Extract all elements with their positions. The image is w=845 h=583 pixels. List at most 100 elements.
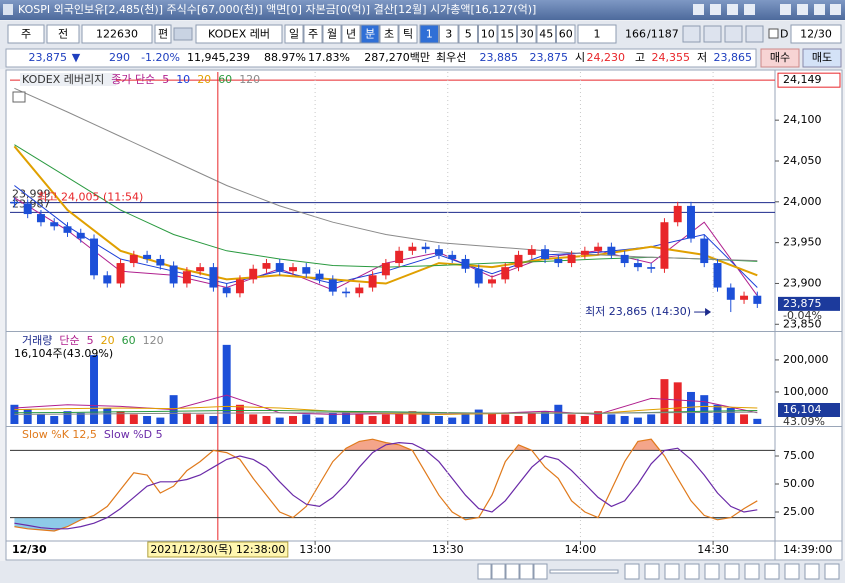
quote-box bbox=[5, 48, 757, 68]
tool-button[interactable] bbox=[624, 563, 640, 580]
candle-body bbox=[368, 275, 377, 288]
x-tick-label: 13:30 bbox=[432, 543, 464, 556]
period-button-box[interactable] bbox=[398, 24, 418, 44]
icon[interactable] bbox=[710, 4, 721, 15]
candle-body bbox=[567, 254, 576, 264]
slider[interactable] bbox=[549, 569, 619, 574]
tool-button[interactable] bbox=[644, 563, 660, 580]
candle-body bbox=[50, 222, 59, 227]
buy-label[interactable]: 매수 bbox=[770, 51, 790, 64]
interval-button-box[interactable] bbox=[439, 24, 459, 44]
interval-button-box[interactable] bbox=[458, 24, 478, 44]
market-select-box[interactable] bbox=[7, 24, 45, 44]
candle-body bbox=[129, 254, 138, 264]
volume-bar bbox=[527, 412, 536, 424]
period-button[interactable]: 월 bbox=[327, 28, 337, 41]
checkbox[interactable] bbox=[768, 28, 779, 39]
interval-button[interactable]: 5 bbox=[465, 28, 472, 41]
tool-icon[interactable] bbox=[703, 25, 722, 43]
mode-select[interactable]: 전 bbox=[58, 28, 68, 41]
candle-body bbox=[753, 295, 762, 304]
tool-button[interactable] bbox=[724, 563, 740, 580]
scroll-button[interactable] bbox=[477, 563, 492, 580]
candle-body bbox=[169, 265, 178, 284]
buy-button[interactable] bbox=[760, 48, 800, 68]
period-button[interactable]: 년 bbox=[346, 28, 356, 41]
edit-button-box[interactable] bbox=[154, 24, 172, 44]
interval-button-box[interactable] bbox=[536, 24, 556, 44]
unit-select[interactable]: 1 bbox=[594, 28, 601, 41]
tool-icon[interactable] bbox=[682, 25, 701, 43]
scroll-button[interactable] bbox=[505, 563, 520, 580]
settings-icon[interactable] bbox=[12, 91, 26, 103]
tool-icon[interactable] bbox=[745, 25, 764, 43]
volume-bar bbox=[315, 417, 324, 424]
period-button-box[interactable] bbox=[341, 24, 361, 44]
icon[interactable] bbox=[797, 4, 808, 15]
tool-button[interactable] bbox=[824, 563, 840, 580]
tool-button[interactable] bbox=[704, 563, 720, 580]
period-button[interactable]: 틱 bbox=[403, 28, 413, 41]
scroll-button[interactable] bbox=[519, 563, 534, 580]
volume-bar bbox=[501, 414, 510, 424]
legend-title: KODEX 레버리지 bbox=[22, 73, 104, 86]
scroll-button[interactable] bbox=[533, 563, 548, 580]
volume-bar bbox=[448, 417, 457, 424]
volume-bar bbox=[129, 414, 138, 424]
tool-button[interactable] bbox=[784, 563, 800, 580]
sell-label[interactable]: 매도 bbox=[812, 51, 832, 64]
icon[interactable] bbox=[744, 4, 755, 15]
tool-button[interactable] bbox=[744, 563, 760, 580]
market-select[interactable]: 주 bbox=[21, 28, 31, 41]
name-field[interactable]: KODEX 레버 bbox=[208, 28, 270, 41]
period-button-box[interactable] bbox=[322, 24, 342, 44]
interval-button[interactable]: 45 bbox=[539, 28, 553, 41]
date-input-box[interactable] bbox=[790, 24, 842, 44]
interval-button[interactable]: 60 bbox=[559, 28, 573, 41]
period-button[interactable]: 분 bbox=[365, 28, 375, 41]
candle-body bbox=[488, 279, 496, 284]
mode-select-box[interactable] bbox=[46, 24, 80, 44]
name-field-box[interactable] bbox=[195, 24, 283, 44]
y-tick-label: 24,050 bbox=[783, 154, 822, 167]
candle-body bbox=[647, 267, 656, 269]
period-button[interactable]: 주 bbox=[308, 28, 318, 41]
tool-button[interactable] bbox=[804, 563, 820, 580]
code-input-box[interactable] bbox=[81, 24, 153, 44]
icon[interactable] bbox=[727, 4, 738, 15]
period-button-box[interactable] bbox=[360, 24, 380, 44]
interval-button-box[interactable] bbox=[517, 24, 537, 44]
y-tick-label: 50.00 bbox=[783, 477, 815, 490]
icon[interactable] bbox=[830, 4, 841, 15]
interval-button[interactable]: 15 bbox=[500, 28, 514, 41]
volume-bar bbox=[700, 395, 709, 424]
interval-button-box[interactable] bbox=[497, 24, 517, 44]
date-input[interactable]: 12/30 bbox=[800, 28, 832, 41]
interval-button-box[interactable] bbox=[478, 24, 498, 44]
period-button[interactable]: 일 bbox=[289, 27, 299, 41]
interval-button[interactable]: 1 bbox=[426, 28, 433, 41]
unit-select-box[interactable] bbox=[577, 24, 617, 44]
interval-button-box[interactable] bbox=[419, 24, 439, 44]
stoch-line bbox=[14, 441, 758, 530]
period-button-box[interactable] bbox=[303, 24, 323, 44]
last-volume: 16,104 bbox=[783, 403, 822, 416]
period-button[interactable]: 초 bbox=[384, 28, 394, 41]
edit-button[interactable]: 편 bbox=[158, 28, 168, 41]
tool-button[interactable] bbox=[684, 563, 700, 580]
interval-button[interactable]: 10 bbox=[481, 28, 495, 41]
tool-icon[interactable] bbox=[724, 25, 743, 43]
icon[interactable] bbox=[814, 4, 825, 15]
icon[interactable] bbox=[693, 4, 704, 15]
period-button-box[interactable] bbox=[284, 24, 304, 44]
code-input[interactable]: 122630 bbox=[96, 28, 138, 41]
interval-button[interactable]: 30 bbox=[520, 28, 534, 41]
scroll-button[interactable] bbox=[491, 563, 506, 580]
sell-button[interactable] bbox=[802, 48, 842, 68]
interval-button[interactable]: 3 bbox=[445, 28, 452, 41]
tool-button[interactable] bbox=[664, 563, 680, 580]
tool-button[interactable] bbox=[764, 563, 780, 580]
period-button-box[interactable] bbox=[379, 24, 399, 44]
icon[interactable] bbox=[780, 4, 791, 15]
interval-button-box[interactable] bbox=[556, 24, 576, 44]
